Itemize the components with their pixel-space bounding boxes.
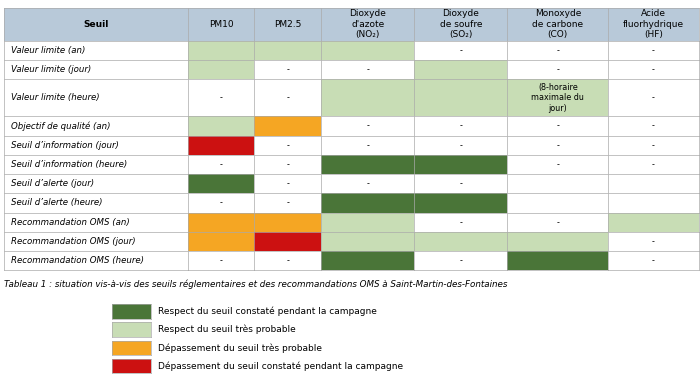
Text: Respect du seuil très probable: Respect du seuil très probable: [158, 325, 295, 335]
Text: Seuil d’information (jour): Seuil d’information (jour): [11, 141, 119, 150]
Text: -: -: [556, 121, 559, 130]
Text: Seuil d’information (heure): Seuil d’information (heure): [11, 160, 127, 169]
Text: -: -: [220, 93, 223, 102]
Text: Seuil d’alerte (jour): Seuil d’alerte (jour): [11, 179, 94, 188]
Text: -: -: [556, 160, 559, 169]
Text: -: -: [652, 256, 655, 265]
Text: -: -: [286, 93, 289, 102]
Text: PM2.5: PM2.5: [274, 20, 302, 29]
Text: Valeur limite (jour): Valeur limite (jour): [11, 65, 91, 74]
Text: -: -: [652, 65, 655, 74]
Text: -: -: [286, 160, 289, 169]
Text: -: -: [652, 141, 655, 150]
Text: -: -: [220, 198, 223, 208]
Text: Respect du seuil constaté pendant la campagne: Respect du seuil constaté pendant la cam…: [158, 307, 377, 316]
Text: Dioxyde
d'azote
(NO₂): Dioxyde d'azote (NO₂): [349, 9, 386, 39]
Text: -: -: [366, 141, 369, 150]
Text: -: -: [220, 160, 223, 169]
Text: Acide
fluorhydrique
(HF): Acide fluorhydrique (HF): [623, 9, 684, 39]
Text: Dépassement du seuil très probable: Dépassement du seuil très probable: [158, 343, 321, 353]
Text: -: -: [652, 160, 655, 169]
Text: -: -: [459, 46, 462, 55]
Text: Monoxyde
de carbone
(CO): Monoxyde de carbone (CO): [532, 9, 583, 39]
Text: -: -: [286, 141, 289, 150]
Text: -: -: [459, 141, 462, 150]
Text: -: -: [366, 121, 369, 130]
Text: -: -: [366, 65, 369, 74]
Text: -: -: [652, 46, 655, 55]
Text: -: -: [652, 121, 655, 130]
Text: Tableau 1 : situation vis-à-vis des seuils réglementaires et des recommandations: Tableau 1 : situation vis-à-vis des seui…: [4, 280, 507, 289]
Text: -: -: [556, 65, 559, 74]
Text: -: -: [459, 121, 462, 130]
Text: -: -: [459, 218, 462, 227]
Text: -: -: [459, 256, 462, 265]
Text: Valeur limite (an): Valeur limite (an): [11, 46, 85, 55]
Text: -: -: [366, 179, 369, 188]
Text: -: -: [556, 218, 559, 227]
Text: -: -: [556, 141, 559, 150]
Text: -: -: [286, 256, 289, 265]
Text: -: -: [286, 65, 289, 74]
Text: -: -: [286, 198, 289, 208]
Text: Recommandation OMS (jour): Recommandation OMS (jour): [11, 237, 136, 246]
Text: -: -: [652, 237, 655, 246]
Text: (8-horaire
maximale du
jour): (8-horaire maximale du jour): [531, 83, 584, 113]
Text: -: -: [220, 256, 223, 265]
Text: PM10: PM10: [209, 20, 233, 29]
Text: Recommandation OMS (an): Recommandation OMS (an): [11, 218, 129, 227]
Text: Seuil: Seuil: [83, 20, 108, 29]
Text: Valeur limite (heure): Valeur limite (heure): [11, 93, 99, 102]
Text: -: -: [459, 179, 462, 188]
Text: -: -: [556, 46, 559, 55]
Text: Recommandation OMS (heure): Recommandation OMS (heure): [11, 256, 144, 265]
Text: Seuil d’alerte (heure): Seuil d’alerte (heure): [11, 198, 102, 208]
Text: Objectif de qualité (an): Objectif de qualité (an): [11, 121, 111, 131]
Text: -: -: [286, 179, 289, 188]
Text: Dépassement du seuil constaté pendant la campagne: Dépassement du seuil constaté pendant la…: [158, 361, 402, 371]
Text: Dioxyde
de soufre
(SO₂): Dioxyde de soufre (SO₂): [440, 9, 482, 39]
Text: -: -: [652, 93, 655, 102]
